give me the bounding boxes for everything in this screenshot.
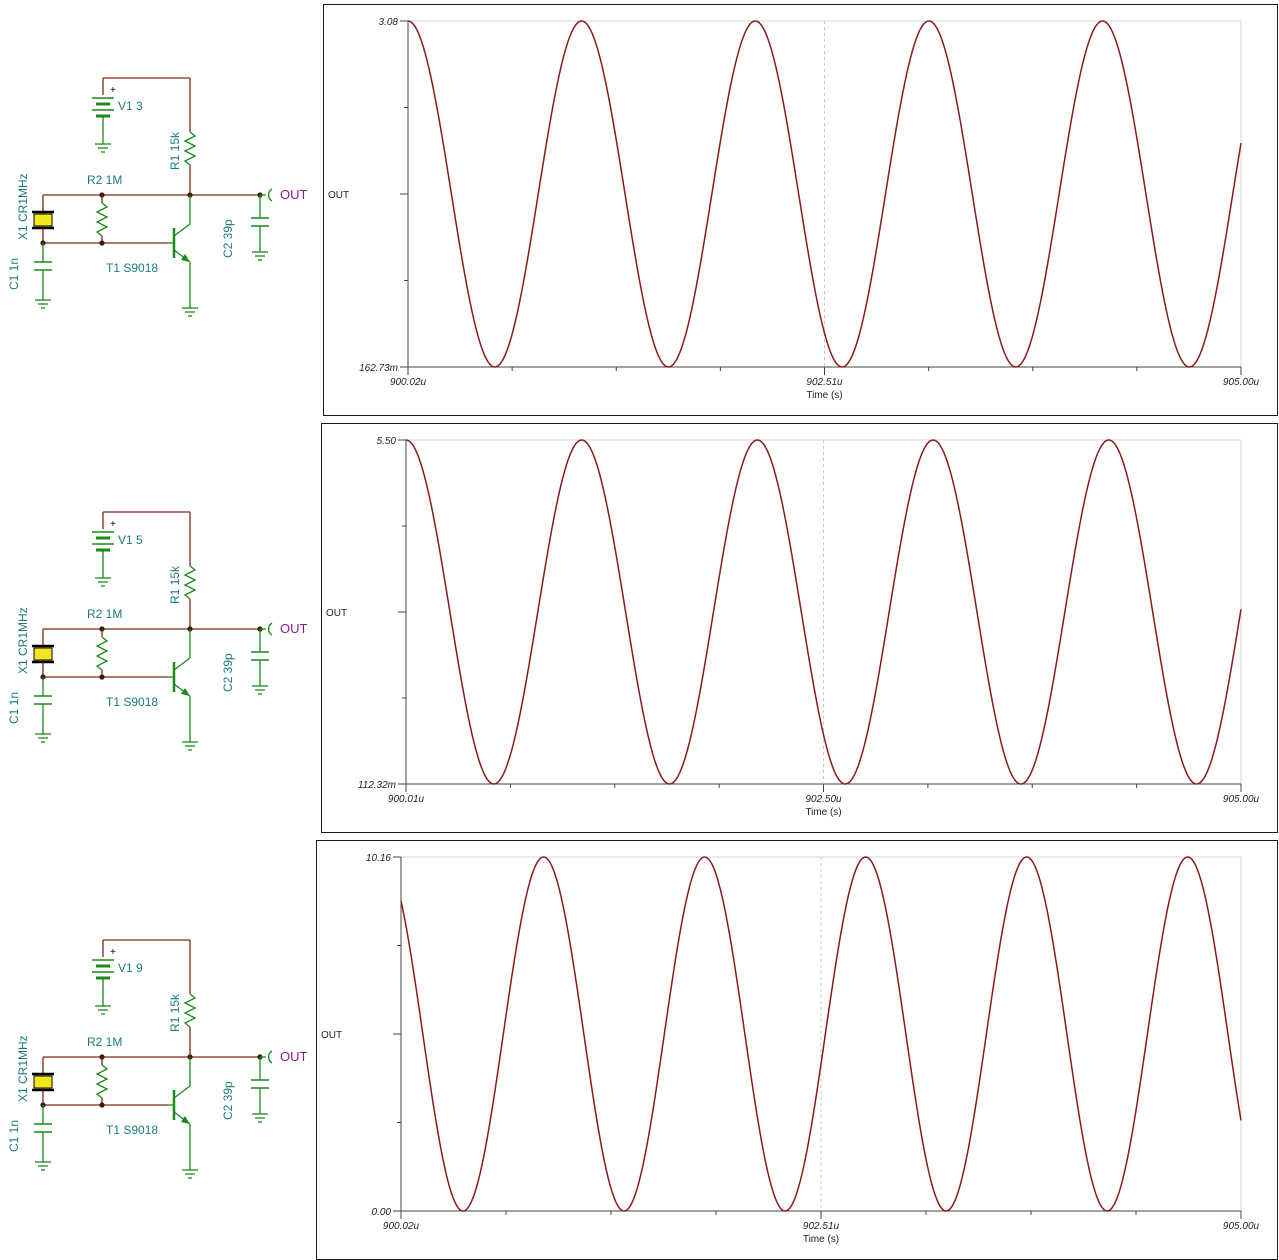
r2-label: R2 1M — [87, 173, 122, 187]
out-label: OUT — [280, 187, 308, 202]
r1-label: R1 15k — [168, 131, 182, 170]
x-tick-label-middle: 902.51u — [803, 1221, 840, 1232]
battery-plus-sign: + — [110, 85, 116, 96]
crystal-icon — [33, 213, 53, 227]
c1-label: C1 1n — [7, 1120, 21, 1152]
x-axis-label: Time (s) — [805, 807, 841, 818]
x-tick-label-end: 905.00u — [1223, 794, 1260, 805]
crystal-label: X1 CR1MHz — [16, 1035, 30, 1102]
out-waveform-line — [407, 20, 1242, 368]
supply-label: V1 9 — [118, 961, 143, 975]
y-axis-label: OUT — [326, 608, 347, 619]
y-min-tick-label: 162.73m — [359, 363, 398, 374]
x-axis-label: Time (s) — [806, 390, 842, 401]
waveform-chart-3: 10.16 0.00 OUT 900.02u 902.51u 905.00u Time (s… — [316, 840, 1278, 1260]
supply-label: V1 3 — [118, 99, 143, 113]
circuit-schematic-1: +V1 3 R1 15k OUT X1 CR1MHz R2 1M C1 1n T1 S901… — [7, 77, 308, 317]
out-waveform-line — [405, 439, 1242, 785]
t1-collector-lead — [173, 657, 191, 671]
t1-label: T1 S9018 — [106, 261, 158, 275]
r2-resistor-icon — [95, 636, 109, 671]
c1-label: C1 1n — [7, 692, 21, 724]
out-label: OUT — [280, 621, 308, 636]
x-axis-label: Time (s) — [803, 1234, 839, 1245]
y-min-tick-label: 0.00 — [372, 1207, 392, 1218]
t1-label: T1 S9018 — [106, 695, 158, 709]
y-max-tick-label: 5.50 — [377, 436, 397, 447]
y-axis-label: OUT — [321, 1030, 342, 1041]
node-dot-r2-bottom — [99, 674, 105, 680]
x-tick-label-start: 900.01u — [388, 794, 425, 805]
r2-resistor-icon — [95, 1064, 109, 1099]
t1-emitter-arrow-icon — [181, 254, 190, 262]
waveform-chart-2: 5.50 112.32m OUT 900.01u 902.50u 905.00u Time … — [321, 423, 1278, 833]
t1-collector-lead — [173, 223, 191, 237]
r1-resistor-icon — [183, 993, 197, 1028]
y-axis-label: OUT — [328, 190, 349, 201]
x-tick-label-start: 900.02u — [383, 1221, 420, 1232]
t1-collector-lead — [173, 1085, 191, 1099]
circuit-schematic-2: +V1 5 R1 15k OUT X1 CR1MHz R2 1M C1 1n T1 S901… — [7, 511, 308, 751]
x-tick-label-middle: 902.51u — [806, 377, 843, 388]
t1-label: T1 S9018 — [106, 1123, 158, 1137]
r1-resistor-icon — [183, 131, 197, 166]
x-tick-label-start: 900.02u — [390, 377, 427, 388]
x-tick-label-middle: 902.50u — [805, 794, 842, 805]
r1-resistor-icon — [183, 565, 197, 600]
y-max-tick-label: 10.16 — [366, 853, 391, 864]
c2-label: C2 39p — [221, 1081, 235, 1120]
x-tick-label-end: 905.00u — [1223, 377, 1260, 388]
out-waveform-line — [400, 856, 1242, 1212]
t1-emitter-arrow-icon — [181, 688, 190, 696]
out-terminal-icon — [267, 188, 273, 202]
x-tick-label-end: 905.00u — [1223, 1221, 1260, 1232]
crystal-label: X1 CR1MHz — [16, 173, 30, 240]
out-terminal-icon — [267, 622, 273, 636]
crystal-icon — [33, 647, 53, 661]
out-label: OUT — [280, 1049, 308, 1064]
y-max-tick-label: 3.08 — [379, 17, 399, 28]
waveform-chart-1: 3.08 162.73m OUT 900.02u 902.51u 905.00u Time … — [323, 4, 1278, 416]
crystal-label: X1 CR1MHz — [16, 607, 30, 674]
supply-label: V1 5 — [118, 533, 143, 547]
r2-label: R2 1M — [87, 607, 122, 621]
c1-label: C1 1n — [7, 258, 21, 290]
c2-label: C2 39p — [221, 219, 235, 258]
y-min-tick-label: 112.32m — [358, 780, 396, 791]
t1-emitter-arrow-icon — [181, 1116, 190, 1124]
out-terminal-icon — [267, 1050, 273, 1064]
circuit-schematic-3: +V1 9 R1 15k OUT X1 CR1MHz R2 1M C1 1n T1 S901… — [7, 939, 308, 1179]
node-dot-r2-bottom — [99, 1102, 105, 1108]
r1-label: R1 15k — [168, 565, 182, 604]
r2-resistor-icon — [95, 202, 109, 237]
battery-plus-sign: + — [110, 947, 116, 958]
r2-label: R2 1M — [87, 1035, 122, 1049]
c2-label: C2 39p — [221, 653, 235, 692]
r1-label: R1 15k — [168, 993, 182, 1032]
battery-plus-sign: + — [110, 519, 116, 530]
crystal-icon — [33, 1075, 53, 1089]
node-dot-r2-bottom — [99, 240, 105, 246]
